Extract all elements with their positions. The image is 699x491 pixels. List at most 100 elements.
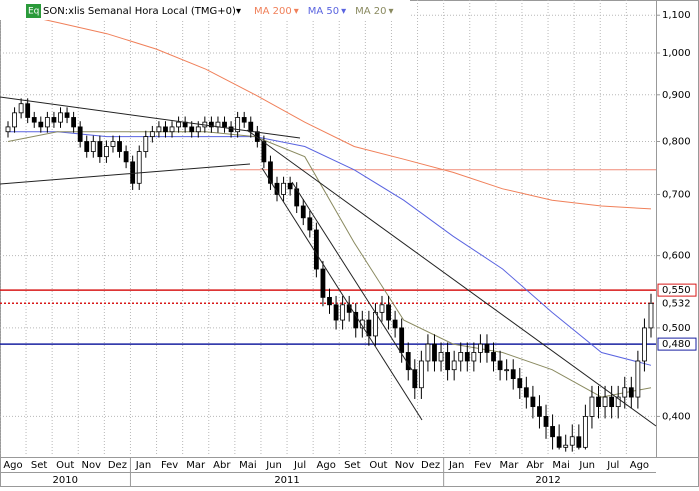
x-tick-label: Mai [239, 460, 257, 471]
symbol-icon-text: Eq [28, 7, 39, 17]
candle-body [471, 352, 477, 362]
level-label: 0,532 [662, 298, 691, 309]
candle-body [609, 396, 615, 408]
candle-body [550, 426, 555, 438]
candle-body [333, 304, 339, 321]
legend: ▾ MA 200 ▾ MA 50 ▾ MA 20 ▾ [236, 6, 394, 17]
candle-body [589, 396, 595, 417]
candle-body [425, 343, 431, 362]
ma-line [7, 11, 652, 210]
candle-body [25, 103, 31, 118]
y-tick-label: 0,800 [662, 137, 691, 148]
candle-body [438, 352, 444, 362]
candle-body [642, 327, 647, 362]
x-tick-label: Jun [578, 460, 595, 471]
year-label: 2012 [535, 475, 560, 486]
ma-line [8, 131, 652, 366]
candle-body [228, 126, 234, 133]
candle-body [340, 304, 346, 321]
candle-body [71, 117, 77, 128]
y-tick-label: 0,500 [662, 323, 691, 334]
x-tick-label: Nov [82, 460, 102, 471]
candle-body [208, 121, 214, 128]
x-tick-label: Ago [317, 460, 336, 471]
candle-body [90, 141, 96, 152]
candle-body [143, 136, 149, 152]
candle-body [12, 112, 17, 128]
candle-body [169, 126, 175, 133]
candle-body [189, 126, 195, 133]
candle-body [432, 343, 437, 362]
candle-body [648, 302, 654, 329]
candle-body [110, 141, 116, 147]
candle-body [163, 126, 168, 133]
candle-body [478, 343, 483, 353]
x-tick-label: Mai [552, 460, 570, 471]
candle-body [51, 117, 57, 123]
candle-body [5, 126, 11, 133]
candle-body [327, 296, 332, 306]
candle-body [248, 121, 254, 133]
symbol-icon[interactable] [26, 4, 41, 18]
candle-body [195, 126, 201, 133]
candle-body [307, 217, 313, 231]
x-tick-label: Mar [186, 460, 206, 471]
legend-entry[interactable]: MA 20 [355, 6, 386, 17]
candle-body [563, 444, 569, 448]
candle-body [622, 387, 628, 398]
x-tick-label: Dez [421, 460, 440, 471]
candle-body [602, 396, 608, 408]
candle-body [392, 319, 398, 329]
y-tick-label: 0,900 [662, 90, 691, 101]
x-tick-label: Dez [108, 460, 127, 471]
x-tick-label: Ago [3, 460, 22, 471]
candle-body [18, 103, 24, 114]
candle-body [543, 416, 549, 427]
candle-body [123, 151, 129, 163]
candle-body [569, 436, 575, 446]
candle-body [359, 319, 365, 329]
header-bar [0, 0, 410, 20]
title-dropdown: ▾ [236, 6, 241, 17]
level-label-box [657, 283, 697, 297]
candle-body [31, 117, 37, 123]
x-tick-label: Jul [606, 460, 619, 471]
candle-body [576, 436, 582, 448]
candle-body [353, 311, 359, 329]
candle-body [523, 387, 529, 398]
candle-body [84, 141, 90, 152]
candle-body [504, 369, 510, 372]
chart-title[interactable]: SON:xlis Semanal Hora Local (TMG+0) [43, 6, 236, 17]
candle-body [222, 121, 227, 128]
legend-dropdown: ▾ [388, 6, 393, 17]
candle-body [77, 126, 83, 142]
candle-body [635, 360, 641, 398]
y-tick-label: 0,600 [662, 251, 691, 262]
candle-body [445, 352, 451, 371]
candle-body [615, 396, 621, 408]
level-label: 0,550 [662, 285, 691, 296]
candle-body [235, 117, 241, 133]
candle-body [596, 396, 601, 408]
candle-body [130, 161, 136, 184]
candle-body [156, 126, 162, 133]
x-tick-label: Abr [526, 460, 544, 471]
candle-body [287, 182, 293, 190]
ma-line [7, 131, 652, 398]
legend-entry[interactable]: MA 200 [254, 6, 292, 17]
y-tick-label: 0,700 [662, 189, 691, 200]
candle-body [38, 121, 44, 128]
x-tick-label: Ago [630, 460, 649, 471]
candle-body [484, 343, 490, 353]
candle-body [497, 360, 503, 371]
legend-dropdown: ▾ [294, 6, 299, 17]
candle-body [241, 117, 247, 123]
candle-body [136, 151, 142, 184]
candle-body [412, 369, 418, 389]
legend-entry[interactable]: MA 50 [308, 6, 339, 17]
y-tick-label: 1,100 [662, 10, 691, 21]
candle-body [517, 378, 523, 389]
level-label: 0,480 [662, 339, 691, 350]
